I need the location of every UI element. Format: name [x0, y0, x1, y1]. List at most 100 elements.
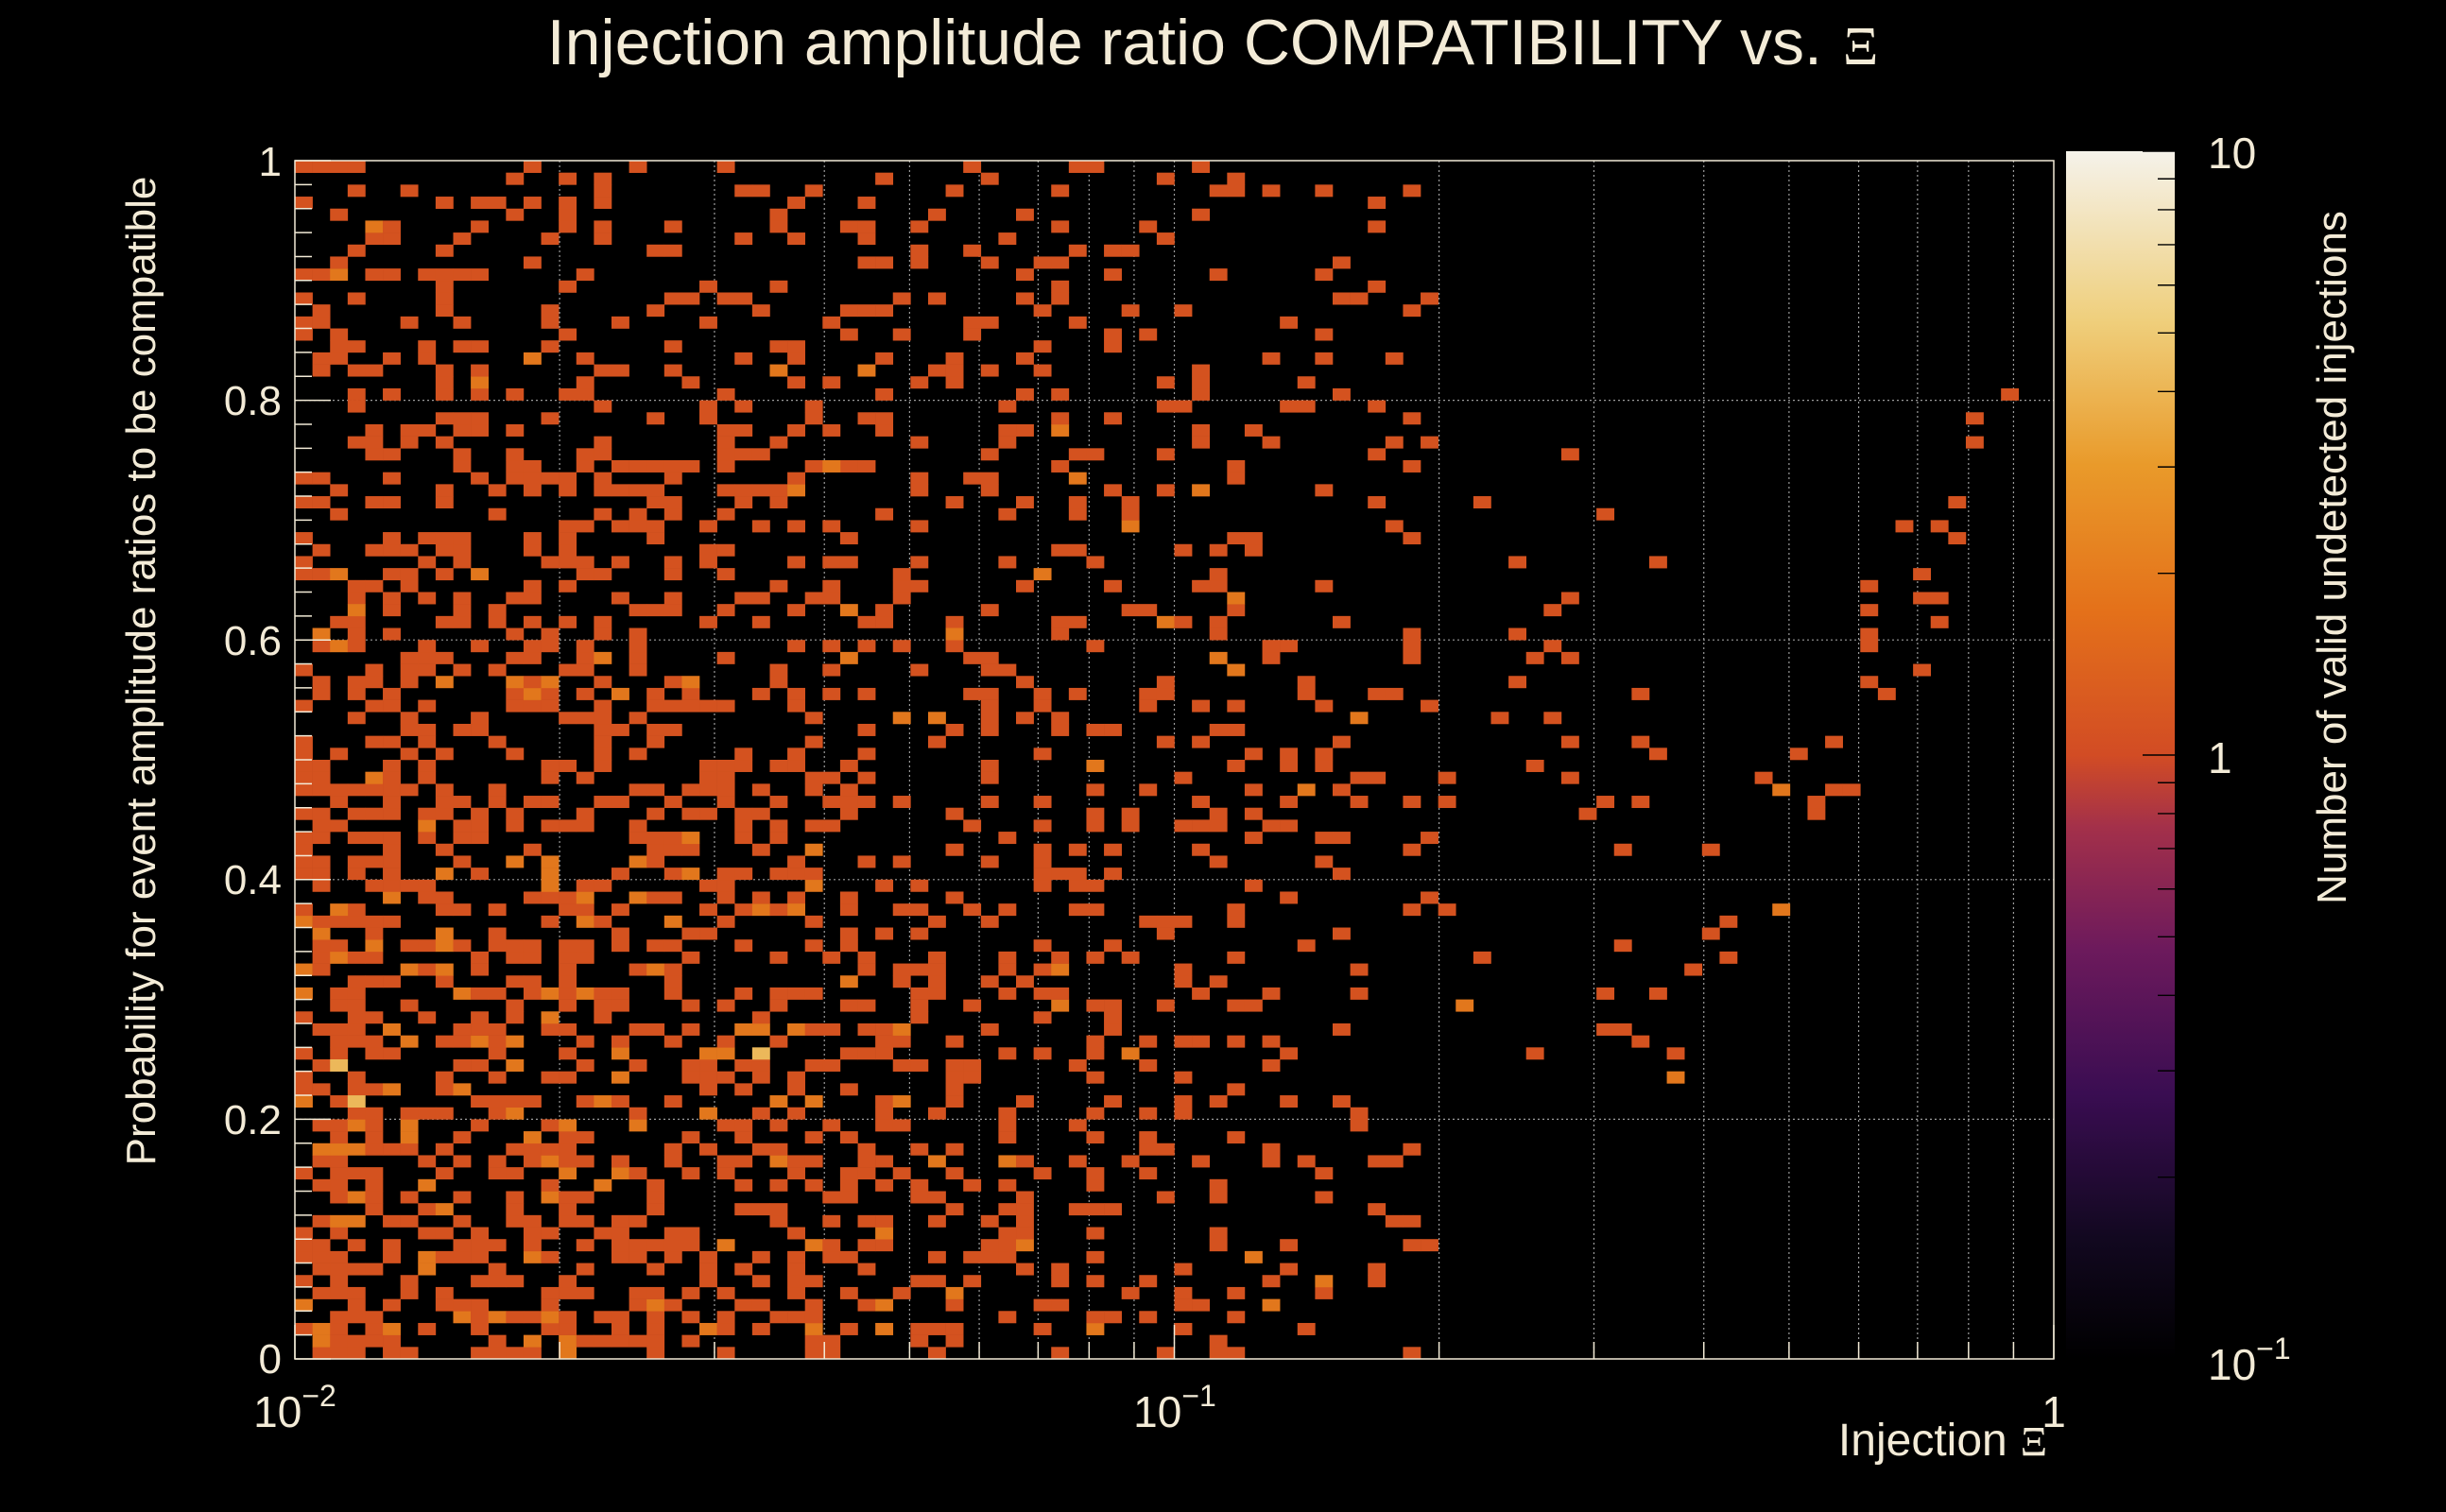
- heatmap-cell: [875, 387, 894, 401]
- heatmap-cell: [1209, 1191, 1228, 1204]
- heatmap-cell: [787, 891, 805, 904]
- heatmap-cell: [1227, 172, 1246, 185]
- heatmap-cell: [471, 340, 490, 353]
- heatmap-cell: [1121, 496, 1140, 509]
- heatmap-cell: [1315, 1191, 1334, 1204]
- heatmap-cell: [1139, 699, 1158, 713]
- heatmap-cell: [998, 663, 1017, 677]
- heatmap-cell: [594, 448, 612, 461]
- heatmap-cell: [418, 423, 437, 437]
- heatmap-cell: [1086, 783, 1105, 797]
- heatmap-cell: [681, 1059, 700, 1072]
- heatmap-cell: [330, 1167, 349, 1180]
- heatmap-cell: [400, 543, 419, 557]
- heatmap-cell: [418, 1263, 437, 1276]
- heatmap-cell: [1403, 796, 1421, 809]
- heatmap-cell: [857, 687, 876, 700]
- chart-title: Injection amplitude ratio COMPATIBILITY …: [547, 7, 1879, 78]
- heatmap-cell: [1139, 783, 1158, 797]
- heatmap-cell: [699, 1322, 717, 1335]
- heatmap-cell: [1631, 735, 1650, 748]
- heatmap-cell: [347, 903, 366, 917]
- heatmap-cell: [963, 316, 982, 329]
- chart-title-text: Injection amplitude ratio COMPATIBILITY …: [547, 7, 1822, 78]
- heatmap-cell: [541, 796, 560, 809]
- heatmap-cell: [892, 975, 911, 988]
- heatmap-cell: [541, 760, 560, 772]
- heatmap-cell: [699, 543, 717, 557]
- heatmap-cell: [646, 891, 665, 904]
- heatmap-cell: [471, 987, 490, 1000]
- heatmap-cell: [646, 855, 665, 868]
- heatmap-cell: [875, 1322, 894, 1335]
- heatmap-cell: [541, 987, 560, 1000]
- heatmap-cell: [594, 172, 612, 185]
- heatmap-cell: [787, 1311, 805, 1324]
- heatmap-cell: [875, 1298, 894, 1312]
- heatmap-cell: [435, 387, 454, 401]
- heatmap-cell: [980, 1250, 999, 1263]
- heatmap-cell: [365, 951, 384, 964]
- heatmap-cell: [1525, 760, 1544, 772]
- heatmap-cell: [559, 712, 577, 725]
- heatmap-cell: [963, 1250, 982, 1263]
- heatmap-cell: [594, 184, 612, 198]
- heatmap-cell: [400, 1191, 419, 1204]
- heatmap-cell: [646, 532, 665, 545]
- heatmap-cell: [716, 423, 735, 437]
- heatmap-cell: [945, 1071, 964, 1084]
- heatmap-cell: [611, 723, 629, 736]
- heatmap-cell: [663, 568, 682, 581]
- heatmap-cell: [734, 1155, 753, 1168]
- heatmap-cell: [646, 1239, 665, 1252]
- heatmap-cell: [1051, 256, 1070, 269]
- heatmap-cell: [1068, 161, 1087, 173]
- heatmap-cell: [435, 304, 454, 318]
- heatmap-cell: [383, 592, 401, 605]
- heatmap-cell: [716, 604, 735, 617]
- heatmap-cell: [576, 891, 594, 904]
- heatmap-cell: [769, 796, 788, 809]
- heatmap-cell: [1033, 256, 1052, 269]
- heatmap-cell: [699, 1107, 717, 1120]
- heatmap-cell: [699, 1059, 717, 1072]
- heatmap-cell: [435, 543, 454, 557]
- heatmap-cell: [559, 891, 577, 904]
- heatmap-cell: [506, 1347, 525, 1360]
- heatmap-cell: [347, 292, 366, 305]
- heatmap-cell: [295, 556, 313, 569]
- heatmap-cell: [927, 915, 946, 928]
- heatmap-cell: [559, 1214, 577, 1228]
- heatmap-cell: [1033, 939, 1052, 953]
- heatmap-cell: [945, 1167, 964, 1180]
- heatmap-cell: [1156, 400, 1175, 413]
- heatmap-cell: [998, 423, 1017, 437]
- heatmap-cell: [769, 1035, 788, 1048]
- heatmap-cell: [663, 1250, 682, 1263]
- heatmap-cell: [559, 1155, 577, 1168]
- heatmap-cell: [945, 1095, 964, 1108]
- heatmap-cell: [295, 568, 313, 581]
- xi-symbol: Ξ: [2021, 1418, 2047, 1465]
- heatmap-cell: [1104, 999, 1122, 1012]
- heatmap-cell: [716, 387, 735, 401]
- heatmap-cell: [1033, 747, 1052, 761]
- heatmap-cell: [594, 627, 612, 641]
- heatmap-cell: [1104, 868, 1122, 881]
- heatmap-cell: [453, 460, 472, 472]
- heatmap-cell: [1543, 712, 1562, 725]
- heatmap-cell: [998, 1203, 1017, 1216]
- heatmap-cell: [716, 915, 735, 928]
- heatmap-cell: [945, 640, 964, 653]
- heatmap-cell: [1192, 387, 1211, 401]
- heatmap-cell: [2001, 387, 2020, 401]
- heatmap-cell: [330, 1131, 349, 1144]
- heatmap-cell: [418, 939, 437, 953]
- heatmap-cell: [347, 712, 366, 725]
- heatmap-cell: [1368, 1263, 1387, 1276]
- heatmap-cell: [1209, 568, 1228, 581]
- heatmap-cell: [1262, 1059, 1281, 1072]
- heatmap-cell: [1332, 1022, 1351, 1036]
- heatmap-cell: [576, 807, 594, 820]
- heatmap-cell: [663, 676, 682, 689]
